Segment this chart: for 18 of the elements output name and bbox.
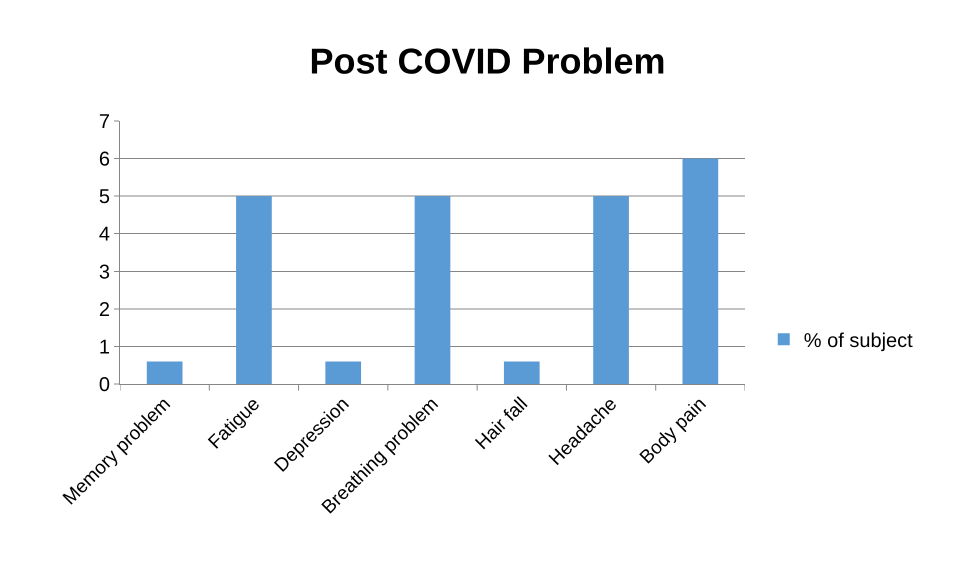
y-tick-label: 5 bbox=[98, 186, 110, 208]
bar bbox=[504, 361, 540, 384]
y-tick-label: 3 bbox=[98, 261, 110, 284]
y-tick-label: 1 bbox=[98, 336, 110, 358]
x-tick-label: Hair fall bbox=[472, 394, 532, 454]
bar bbox=[146, 361, 182, 384]
y-tick-label: 2 bbox=[98, 298, 110, 321]
legend-label: % of subject bbox=[804, 330, 914, 352]
bar bbox=[236, 196, 272, 384]
y-tick-label: 7 bbox=[98, 111, 110, 133]
y-tick-label: 4 bbox=[98, 224, 110, 246]
bar bbox=[414, 196, 450, 384]
y-tick-label: 6 bbox=[98, 148, 110, 171]
bar bbox=[682, 158, 718, 384]
bar bbox=[325, 361, 362, 384]
y-tick-label: 0 bbox=[98, 374, 110, 396]
chart-title: Post COVID Problem bbox=[309, 40, 666, 82]
bar bbox=[593, 196, 629, 384]
